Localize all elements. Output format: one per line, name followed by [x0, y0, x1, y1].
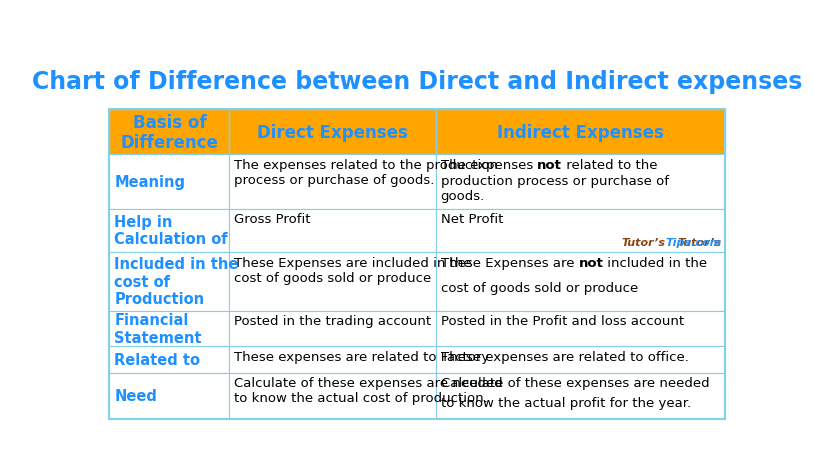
Text: Need: Need: [114, 388, 157, 404]
Bar: [109, 110, 230, 155]
Bar: [109, 311, 230, 347]
Text: Chart of Difference between Direct and Indirect expenses: Chart of Difference between Direct and I…: [32, 70, 803, 94]
Bar: [435, 311, 725, 347]
Text: Meaning: Meaning: [114, 175, 186, 189]
Bar: [435, 373, 725, 419]
Bar: [435, 252, 725, 311]
Text: Tutor’s: Tutor’s: [678, 238, 722, 248]
Text: These Expenses are included in the
cost of goods sold or produce: These Expenses are included in the cost …: [234, 256, 472, 284]
Text: These Expenses are: These Expenses are: [440, 256, 579, 269]
Text: The expenses related to the production
process or purchase of goods.: The expenses related to the production p…: [234, 159, 498, 187]
Text: Tips.com: Tips.com: [666, 238, 722, 248]
Text: included in the: included in the: [603, 256, 707, 269]
Text: to know the actual profit for the year.: to know the actual profit for the year.: [440, 396, 691, 409]
Bar: [230, 373, 435, 419]
Bar: [109, 347, 230, 373]
Bar: [435, 347, 725, 373]
Bar: [435, 209, 725, 252]
Text: goods.: goods.: [440, 190, 485, 203]
Text: Included in the
cost of
Production: Included in the cost of Production: [114, 257, 239, 307]
Text: cost of goods sold or produce: cost of goods sold or produce: [440, 282, 638, 295]
Text: Net Profit: Net Profit: [440, 213, 503, 226]
Text: Calculate of these expenses are needed: Calculate of these expenses are needed: [440, 377, 709, 389]
Bar: [230, 110, 435, 155]
Text: Calculate of these expenses are needed
to know the actual cost of production.: Calculate of these expenses are needed t…: [234, 377, 503, 405]
Text: production process or purchase of: production process or purchase of: [440, 174, 668, 187]
Text: not: not: [537, 159, 562, 172]
Text: Indirect Expenses: Indirect Expenses: [497, 124, 663, 142]
Text: Direct Expenses: Direct Expenses: [257, 124, 408, 142]
Bar: [109, 252, 230, 311]
Text: Tutor’s: Tutor’s: [622, 238, 666, 248]
Bar: [230, 209, 435, 252]
Bar: [109, 373, 230, 419]
Text: Related to: Related to: [114, 352, 200, 367]
Bar: [230, 311, 435, 347]
Text: Gross Profit: Gross Profit: [234, 213, 311, 226]
Text: related to the: related to the: [562, 159, 658, 172]
Text: These expenses are related to Factory.: These expenses are related to Factory.: [234, 350, 492, 363]
Text: not: not: [579, 256, 603, 269]
Bar: [435, 110, 725, 155]
Text: Financial
Statement: Financial Statement: [114, 313, 202, 345]
Text: Posted in the Profit and loss account: Posted in the Profit and loss account: [440, 315, 684, 328]
Bar: [109, 155, 230, 209]
Text: Basis of
Difference: Basis of Difference: [120, 113, 218, 152]
Text: Help in
Calculation of: Help in Calculation of: [114, 215, 228, 247]
Bar: [230, 155, 435, 209]
Text: Tips.com: Tips.com: [666, 238, 722, 248]
Text: The expenses: The expenses: [440, 159, 537, 172]
Bar: [230, 347, 435, 373]
Text: These expenses are related to office.: These expenses are related to office.: [440, 350, 689, 363]
Bar: [435, 155, 725, 209]
Bar: [109, 110, 725, 419]
Bar: [109, 209, 230, 252]
Text: Posted in the trading account: Posted in the trading account: [234, 315, 431, 328]
Bar: [230, 252, 435, 311]
